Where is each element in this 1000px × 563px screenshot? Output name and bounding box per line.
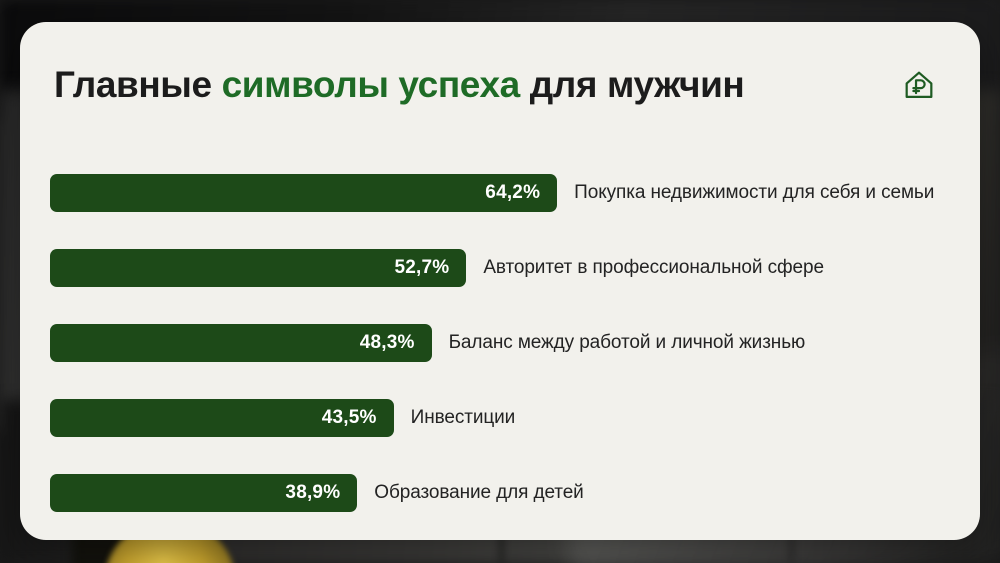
chart-bar-value: 48,3% (359, 332, 415, 353)
page-title-highlight: символы успеха (221, 64, 521, 105)
chart-row: 48,3% Баланс между работой и личной жизнь… (50, 324, 960, 362)
house-ruble-icon (902, 68, 936, 102)
chart-bar: 48,3% (50, 324, 432, 362)
chart-bar-value: 38,9% (285, 482, 341, 503)
bar-chart: 64,2% Покупка недвижимости для себя и сем… (50, 174, 960, 512)
card-header: Главные символы успеха для мужчин (54, 54, 950, 116)
chart-row: 38,9% Образование для детей (50, 474, 960, 512)
chart-category-label: Баланс между работой и личной жизнью (448, 332, 806, 353)
infographic-card: Главные символы успеха для мужчин 64,2% П… (20, 22, 980, 540)
chart-bar: 52,7% (50, 249, 467, 287)
page-title-suffix: для мужчин (519, 64, 745, 105)
chart-category-label: Авторитет в профессиональной сфере (483, 257, 824, 278)
chart-bar-value: 43,5% (321, 407, 377, 428)
chart-category-label: Образование для детей (374, 482, 584, 503)
chart-bar: 64,2% (50, 174, 558, 212)
chart-category-label: Покупка недвижимости для себя и семьи (574, 182, 935, 203)
chart-bar: 43,5% (50, 399, 394, 437)
chart-row: 64,2% Покупка недвижимости для себя и сем… (50, 174, 960, 212)
chart-category-label: Инвестиции (410, 407, 516, 428)
page-title-prefix: Главные (54, 64, 222, 105)
page-title: Главные символы успеха для мужчин (54, 64, 745, 106)
chart-bar: 38,9% (50, 474, 358, 512)
chart-bar-value: 64,2% (485, 182, 541, 203)
chart-row: 43,5% Инвестиции (50, 399, 960, 437)
chart-bar-value: 52,7% (394, 257, 450, 278)
chart-row: 52,7% Авторитет в профессиональной сфере (50, 249, 960, 287)
